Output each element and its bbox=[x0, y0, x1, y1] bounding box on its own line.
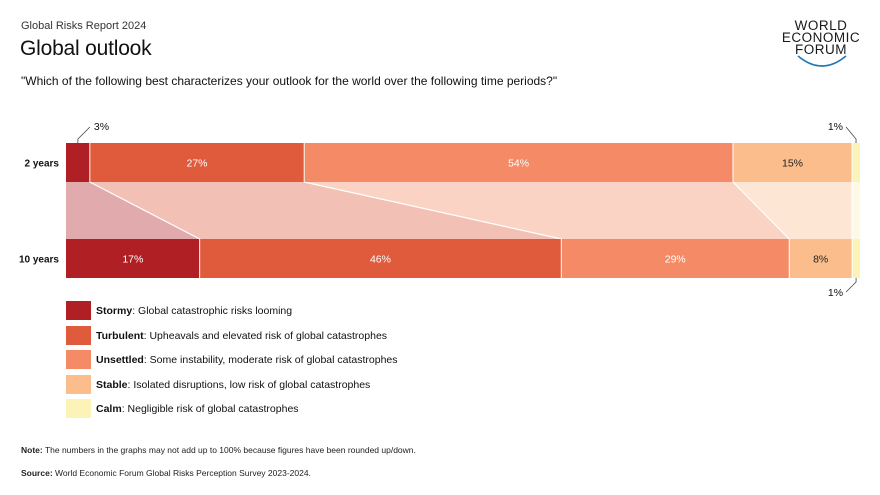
legend-name-stable: Stable bbox=[96, 378, 128, 391]
bar-segment-stormy bbox=[66, 239, 200, 278]
legend-desc-calm: : Negligible risk of global catastrophes bbox=[121, 403, 299, 415]
data-label-stormy: 3% bbox=[94, 121, 109, 133]
data-label-stable: 8% bbox=[813, 254, 828, 266]
data-label-calm: 1% bbox=[828, 287, 843, 299]
legend-name-unsettled: Unsettled bbox=[96, 354, 144, 366]
legend-swatch-stormy bbox=[66, 301, 91, 320]
legend-swatch-turbulent bbox=[66, 325, 91, 345]
source-line: Source: World Economic Forum Global Risk… bbox=[21, 468, 311, 478]
bar-segment-stable bbox=[789, 239, 853, 278]
legend-name-turbulent: Turbulent bbox=[96, 329, 144, 342]
legend-desc-stormy: : Global catastrophic risks looming bbox=[132, 305, 293, 317]
source-text: World Economic Forum Global Risks Percep… bbox=[52, 468, 311, 478]
connector-divider bbox=[304, 181, 562, 240]
connector-divider bbox=[732, 181, 790, 240]
survey-question: "Which of the following best characteriz… bbox=[21, 74, 558, 88]
logo-line-2: ECONOMIC bbox=[781, 30, 861, 45]
category-label: 2 years bbox=[25, 159, 60, 170]
leader-line bbox=[77, 126, 91, 143]
connector-stormy bbox=[66, 182, 200, 239]
legend-desc-unsettled: : Some instability, moderate risk of glo… bbox=[143, 354, 398, 366]
note-text: The numbers in the graphs may not add up… bbox=[42, 445, 416, 455]
page-title: Global outlook bbox=[20, 37, 152, 60]
legend-swatch-unsettled bbox=[66, 350, 91, 369]
report-name: Global Risks Report 2024 bbox=[21, 20, 147, 32]
outlook-chart: 2 years 10 years 3% 27% 54% 15% 1% 17% 46% 29% 8% 1… bbox=[19, 121, 860, 299]
logo-line-3: FORUM bbox=[795, 42, 847, 57]
leader-line bbox=[845, 126, 857, 143]
bar-segment-calm bbox=[852, 143, 860, 182]
legend-name-calm: Calm bbox=[96, 403, 122, 415]
note-label: Note: bbox=[21, 445, 43, 455]
connector-divider bbox=[89, 181, 200, 240]
connector-stable bbox=[732, 182, 853, 239]
connector-turbulent bbox=[89, 182, 562, 239]
legend-desc-stable: : Isolated disruptions, low risk of glob… bbox=[127, 378, 371, 391]
data-label-calm: 1% bbox=[828, 121, 843, 133]
bar-segment-stormy bbox=[66, 143, 90, 182]
legend-desc-turbulent: : Upheavals and elevated risk of global … bbox=[143, 329, 388, 342]
bar-segment-calm bbox=[852, 239, 860, 278]
wef-logo: WORLD ECONOMIC FORUM bbox=[776, 18, 866, 72]
connector-calm bbox=[852, 182, 860, 239]
data-label-turbulent: 46% bbox=[370, 254, 391, 266]
data-label-stable: 15% bbox=[782, 158, 803, 170]
bar-segment-stable bbox=[732, 143, 853, 182]
logo-line-1: WORLD bbox=[794, 18, 848, 33]
connector-unsettled bbox=[304, 182, 790, 239]
data-label-unsettled: 29% bbox=[665, 254, 686, 266]
leader-line bbox=[845, 278, 857, 293]
data-label-stormy: 17% bbox=[122, 254, 143, 266]
legend-swatch-stable bbox=[66, 374, 91, 394]
bar-segment-unsettled bbox=[304, 143, 733, 182]
data-label-unsettled: 54% bbox=[508, 158, 529, 170]
bar-segment-turbulent bbox=[89, 143, 305, 182]
bar-segment-unsettled bbox=[561, 239, 790, 278]
footnote: Note: The numbers in the graphs may not … bbox=[21, 445, 416, 455]
legend-name-stormy: Stormy bbox=[96, 305, 133, 317]
bar-segment-turbulent bbox=[199, 239, 562, 278]
data-label-turbulent: 27% bbox=[187, 158, 208, 170]
logo-arc-icon bbox=[797, 55, 847, 67]
category-label: 10 years bbox=[19, 255, 59, 266]
source-label: Source: bbox=[21, 468, 53, 478]
legend-swatch-calm bbox=[66, 399, 91, 418]
